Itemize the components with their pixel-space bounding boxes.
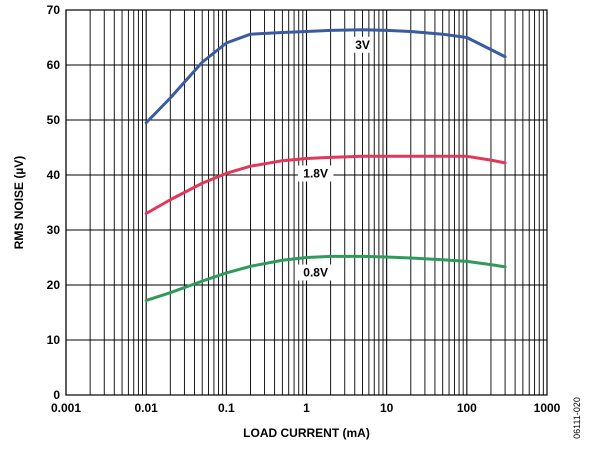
y-tick-label: 70 xyxy=(47,3,61,17)
x-tick-label: 10 xyxy=(380,401,394,415)
y-tick-label: 30 xyxy=(47,223,61,237)
series-label: 3V xyxy=(355,38,370,52)
y-tick-label: 10 xyxy=(47,333,61,347)
y-axis-title: RMS NOISE (µV) xyxy=(12,156,26,250)
x-tick-label: 100 xyxy=(457,401,477,415)
series-layer xyxy=(144,28,507,302)
y-tick-label: 60 xyxy=(47,58,61,72)
x-tick-label: 1000 xyxy=(534,401,561,415)
series-label: 0.8V xyxy=(303,266,328,280)
series-label-layer: 3V 1.8V 0.8V xyxy=(297,36,373,281)
series-label-background xyxy=(297,165,334,182)
series-line-1p8v xyxy=(144,154,507,215)
figure-id-label: 06111-020 xyxy=(572,397,582,439)
x-axis-title: LOAD CURRENT (mA) xyxy=(243,426,370,440)
x-tick-label: 1 xyxy=(303,401,310,415)
series-label-group: 0.8V xyxy=(297,264,334,281)
x-tick-label: 0.01 xyxy=(134,401,158,415)
y-tick-label: 50 xyxy=(47,113,61,127)
series-label-group: 3V xyxy=(352,36,373,53)
series-label-background xyxy=(352,36,373,53)
series-line-0p8v xyxy=(144,254,507,302)
y-tick-label: 20 xyxy=(47,278,61,292)
x-tick-label: 0.001 xyxy=(51,401,81,415)
grid-layer xyxy=(65,9,547,396)
y-tick-label: 40 xyxy=(47,168,61,182)
tick-label-layer: 0.001 0.01 0.1 1 10 100 1000 0 10 20 30 40 50 60 70 xyxy=(47,3,561,415)
series-label: 1.8V xyxy=(303,167,328,181)
series-label-background xyxy=(297,264,334,281)
y-tick-label: 0 xyxy=(53,388,60,402)
x-tick-label: 0.1 xyxy=(218,401,235,415)
series-label-group: 1.8V xyxy=(297,165,334,182)
plot-frame xyxy=(65,9,548,396)
series-line-3v xyxy=(144,28,507,125)
